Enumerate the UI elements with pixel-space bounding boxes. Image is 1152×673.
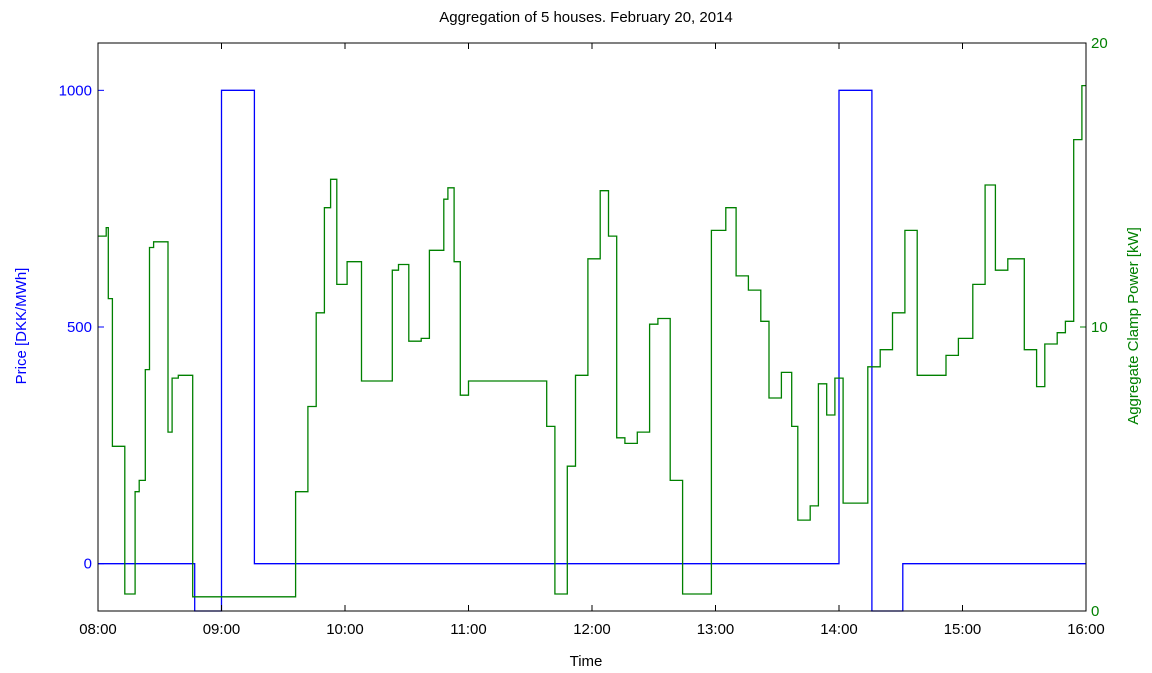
x-tick-label: 15:00 bbox=[944, 621, 982, 638]
x-tick-label: 08:00 bbox=[79, 621, 117, 638]
x-tick-label: 09:00 bbox=[203, 621, 241, 638]
x-tick-label: 14:00 bbox=[820, 621, 858, 638]
y-left-tick-label: 1000 bbox=[59, 82, 92, 99]
power-series-line bbox=[98, 84, 1086, 598]
chart-title: Aggregation of 5 houses. February 20, 20… bbox=[439, 9, 733, 26]
x-tick-label: 16:00 bbox=[1067, 621, 1105, 638]
y-right-tick-label: 20 bbox=[1091, 35, 1108, 52]
y-left-tick-label: 0 bbox=[84, 556, 92, 573]
x-axis-label: Time bbox=[570, 653, 603, 670]
x-tick-label: 11:00 bbox=[450, 621, 486, 638]
y-left-tick-label: 500 bbox=[67, 319, 92, 336]
x-tick-label: 13:00 bbox=[697, 621, 735, 638]
y-axis-right-label: Aggregate Clamp Power [kW] bbox=[1125, 227, 1142, 425]
plot-area: 08:00 09:00 10:00 11:00 12:00 13:00 14:00 15:00… bbox=[59, 35, 1108, 638]
x-tick-label: 12:00 bbox=[573, 621, 611, 638]
y-right-tick-label: 0 bbox=[1091, 603, 1099, 620]
y-right-tick-label: 10 bbox=[1091, 319, 1108, 336]
y-axis-left-label: Price [DKK/MWh] bbox=[13, 268, 30, 385]
plot-frame bbox=[97, 42, 1087, 612]
x-tick-label: 10:00 bbox=[326, 621, 364, 638]
